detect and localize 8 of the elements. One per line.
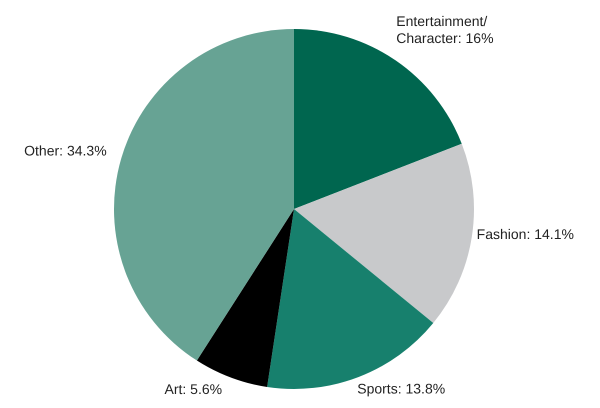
pie-slice: [294, 29, 462, 209]
pie-slice: [294, 144, 474, 324]
pie-slice: [114, 29, 294, 361]
slice-label: Sports: 13.8%: [357, 380, 446, 396]
slice-label: Fashion: 14.1%: [476, 226, 574, 242]
slice-label: Entertainment/Character: 16%: [396, 13, 494, 46]
slice-label: Other: 34.3%: [24, 142, 107, 159]
slice-label: Art: 5.6%: [164, 380, 222, 397]
